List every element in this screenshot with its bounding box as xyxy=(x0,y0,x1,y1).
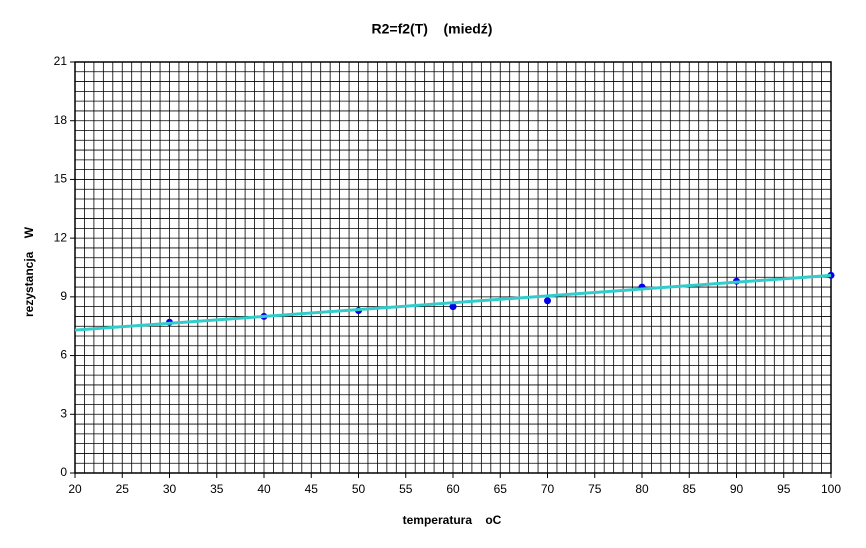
y-tick-label: 18 xyxy=(54,113,68,127)
x-tick-label: 40 xyxy=(257,482,271,496)
data-point xyxy=(449,303,457,311)
y-tick-label: 0 xyxy=(60,465,67,479)
y-tick-label: 9 xyxy=(60,289,67,303)
y-tick-label: 6 xyxy=(60,348,67,362)
plot-border xyxy=(74,61,832,474)
x-tick-label: 35 xyxy=(210,482,224,496)
y-tick-label: 12 xyxy=(54,230,68,244)
x-tick-label: 85 xyxy=(683,482,697,496)
x-axis-label: temperatura oC xyxy=(403,513,502,527)
x-tick-label: 45 xyxy=(305,482,319,496)
x-tick-label: 100 xyxy=(821,482,841,496)
trend-line xyxy=(74,273,832,332)
x-tick-label: 50 xyxy=(352,482,366,496)
chart-title: R2=f2(T) (miedź) xyxy=(372,21,493,37)
y-tick-label: 15 xyxy=(54,172,68,186)
x-tick-label: 75 xyxy=(588,482,602,496)
x-tick-label: 95 xyxy=(777,482,791,496)
x-tick-label: 30 xyxy=(163,482,177,496)
x-tick-label: 60 xyxy=(446,482,460,496)
data-point xyxy=(544,297,551,305)
x-tick-label: 25 xyxy=(116,482,130,496)
x-tick-label: 80 xyxy=(635,482,649,496)
y-tick-label: 21 xyxy=(54,54,68,68)
y-tick-label: 3 xyxy=(60,406,67,420)
x-tick-label: 20 xyxy=(68,482,82,496)
x-tick-label: 90 xyxy=(730,482,744,496)
x-tick-label: 55 xyxy=(399,482,413,496)
y-axis-label: rezystancja W xyxy=(22,226,36,317)
x-tick-label: 70 xyxy=(541,482,555,496)
x-tick-label: 65 xyxy=(494,482,508,496)
